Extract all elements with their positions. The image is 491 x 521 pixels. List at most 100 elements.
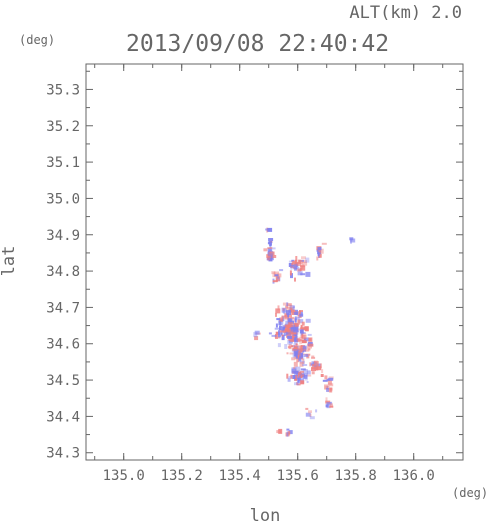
- data-cell: [292, 347, 298, 351]
- data-cell: [271, 334, 277, 337]
- data-cell: [296, 349, 299, 354]
- data-cell: [297, 259, 301, 264]
- data-cell: [288, 260, 293, 263]
- data-cell: [311, 371, 315, 375]
- data-cell: [277, 331, 283, 335]
- data-cell: [293, 342, 297, 345]
- data-cell: [301, 259, 307, 263]
- data-cell: [301, 372, 305, 375]
- data-cell: [282, 316, 285, 322]
- data-cell: [324, 384, 328, 390]
- data-cell: [300, 368, 306, 371]
- y-tick-label: 34.5: [46, 373, 80, 389]
- data-cell: [315, 409, 318, 413]
- data-cell: [293, 264, 298, 270]
- y-tick-label: 34.4: [46, 409, 80, 425]
- data-cell: [286, 331, 289, 334]
- data-cell: [290, 326, 295, 330]
- data-cells: [253, 227, 356, 437]
- data-cell: [292, 352, 298, 358]
- data-cell: [306, 370, 311, 375]
- data-cell: [286, 302, 289, 307]
- data-cell: [275, 331, 279, 335]
- data-cell: [293, 334, 296, 339]
- data-cell: [296, 355, 298, 359]
- data-cell: [286, 332, 292, 338]
- data-cell: [325, 404, 329, 408]
- data-cell: [300, 380, 305, 385]
- data-cell: [296, 381, 299, 385]
- data-cell: [254, 330, 260, 335]
- data-cell: [286, 332, 291, 335]
- data-cell: [269, 244, 272, 249]
- data-cell: [329, 387, 333, 393]
- data-cell: [286, 428, 290, 431]
- data-cell: [293, 370, 299, 374]
- data-cell: [350, 238, 356, 243]
- data-cell: [269, 253, 273, 258]
- data-cell: [280, 332, 283, 336]
- data-cell: [288, 430, 293, 435]
- data-cell: [279, 330, 284, 333]
- data-cell: [300, 265, 306, 271]
- data-cell: [327, 379, 332, 385]
- data-cell: [294, 373, 299, 376]
- data-cell: [298, 328, 301, 331]
- data-cell: [285, 305, 289, 309]
- data-cell: [284, 344, 288, 349]
- data-cell: [295, 343, 298, 349]
- data-cell: [327, 388, 332, 393]
- y-tick-label: 34.8: [46, 264, 80, 280]
- data-cell: [317, 247, 322, 251]
- data-cell: [294, 338, 299, 343]
- data-cell: [313, 361, 319, 367]
- data-cell: [275, 308, 281, 314]
- data-cell: [309, 416, 315, 420]
- data-cell: [302, 345, 307, 350]
- data-cell: [277, 273, 282, 278]
- data-cell: [292, 328, 295, 333]
- data-cell: [286, 303, 292, 307]
- data-cell: [297, 311, 301, 317]
- data-cell: [292, 332, 297, 335]
- data-cell: [266, 254, 272, 259]
- data-cell: [271, 271, 276, 275]
- data-cell: [290, 318, 296, 323]
- data-cell: [294, 382, 299, 386]
- data-cell: [269, 251, 275, 256]
- data-cell: [293, 367, 296, 370]
- y-tick-label: 35.0: [46, 191, 80, 207]
- data-cell: [284, 313, 288, 317]
- data-cell: [275, 275, 278, 281]
- data-cell: [289, 304, 293, 307]
- data-cell: [277, 343, 281, 348]
- data-cell: [302, 357, 305, 360]
- data-cell: [300, 325, 303, 330]
- data-cell: [292, 375, 296, 379]
- data-cell: [301, 335, 307, 339]
- data-cell: [293, 349, 298, 354]
- data-cell: [307, 333, 312, 336]
- y-tick-label: 35.2: [46, 119, 80, 135]
- data-cell: [275, 323, 278, 328]
- data-cell: [277, 336, 281, 339]
- data-cell: [286, 325, 291, 328]
- data-cell: [328, 377, 334, 381]
- data-cell: [308, 337, 313, 343]
- x-axis-label: lon: [250, 506, 281, 521]
- data-cell: [325, 397, 328, 403]
- data-cell: [276, 318, 281, 321]
- data-cell: [293, 306, 295, 309]
- data-cell: [298, 372, 301, 376]
- data-cell: [299, 370, 304, 373]
- data-cell: [326, 387, 329, 392]
- data-cell: [294, 316, 300, 320]
- data-cell: [299, 329, 304, 334]
- data-cell: [268, 241, 273, 244]
- data-cell: [287, 331, 293, 335]
- data-cell: [267, 242, 270, 245]
- data-cell: [306, 374, 312, 377]
- data-cell: [299, 313, 304, 317]
- data-cell: [254, 336, 259, 341]
- data-cell: [305, 349, 310, 352]
